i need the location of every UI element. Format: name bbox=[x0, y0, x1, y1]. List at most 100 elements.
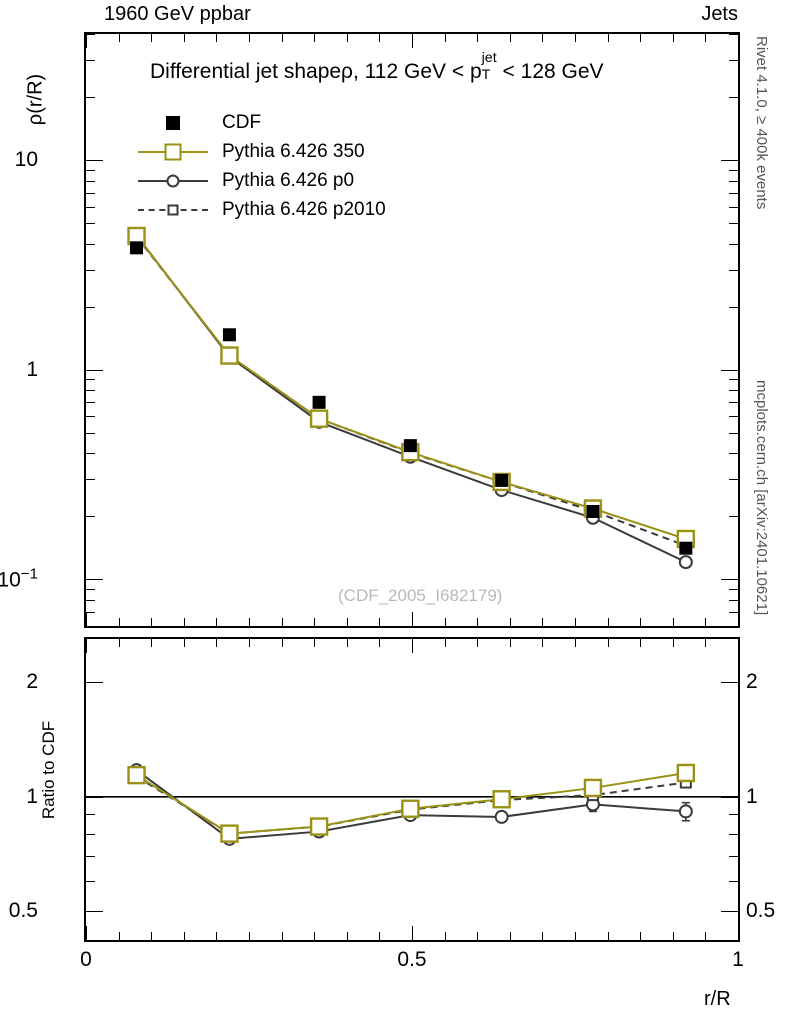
axis-tick bbox=[729, 390, 738, 392]
curve-pythia-350 bbox=[135, 235, 687, 540]
axis-tick bbox=[729, 206, 738, 208]
axis-tick bbox=[509, 932, 511, 940]
axis-tick bbox=[183, 618, 185, 626]
ratio-marker-pythia-350 bbox=[127, 765, 146, 785]
axis-tick bbox=[729, 589, 738, 591]
legend-entry[interactable]: Pythia 6.426 p2010 bbox=[136, 195, 386, 224]
axis-tick bbox=[542, 932, 544, 940]
axis-tick bbox=[86, 60, 95, 62]
marker-pythia-350 bbox=[220, 346, 239, 365]
axis-tick bbox=[721, 160, 738, 162]
legend-key bbox=[136, 110, 210, 136]
axis-tick bbox=[729, 479, 738, 481]
legend-entry[interactable]: CDF bbox=[136, 108, 386, 137]
legend-key bbox=[136, 139, 210, 165]
axis-tick bbox=[151, 34, 153, 42]
axis-tick bbox=[86, 306, 95, 308]
axis-tick bbox=[672, 932, 674, 940]
axis-tick bbox=[86, 243, 95, 245]
axis-tick bbox=[477, 34, 479, 42]
marker-cdf bbox=[679, 541, 693, 555]
marker-pythia-350 bbox=[309, 409, 329, 428]
curve-pythia-p2010 bbox=[135, 236, 687, 547]
axis-tick bbox=[86, 612, 87, 626]
axis-tick bbox=[86, 639, 87, 653]
axis-tick bbox=[314, 932, 316, 940]
mcplots-source-caption: mcplots.cern.ch [arXiv:2401.10621] bbox=[753, 380, 770, 616]
axis-tick bbox=[542, 639, 544, 647]
legend-key bbox=[136, 197, 210, 223]
axis-tick bbox=[729, 855, 738, 857]
axis-tick bbox=[86, 881, 95, 883]
marker-cdf bbox=[222, 328, 236, 342]
axis-tick bbox=[249, 639, 250, 647]
axis-tick bbox=[729, 379, 738, 381]
axis-tick bbox=[721, 911, 738, 913]
ratio-plot-frame bbox=[84, 637, 740, 942]
axis-tick bbox=[86, 369, 103, 371]
axis-tick bbox=[86, 416, 95, 418]
axis-tick bbox=[216, 34, 218, 42]
legend-marker-open-square-sm-icon bbox=[167, 204, 179, 215]
axis-tick bbox=[477, 932, 479, 940]
axis-tick bbox=[86, 432, 95, 434]
legend-marker-open-square-icon bbox=[164, 143, 182, 160]
axis-tick bbox=[444, 34, 446, 42]
x-tick-label: 0 bbox=[80, 948, 92, 971]
axis-tick bbox=[151, 639, 153, 647]
axis-tick bbox=[444, 618, 446, 626]
axis-tick bbox=[86, 453, 95, 455]
axis-tick bbox=[379, 932, 381, 940]
axis-tick bbox=[729, 814, 738, 816]
axis-tick bbox=[86, 589, 95, 591]
axis-tick bbox=[509, 618, 511, 626]
analysis-id-watermark: (CDF_2005_I682179) bbox=[338, 586, 503, 605]
legend-marker-filled-square-icon bbox=[166, 115, 180, 130]
ratio-y-tick-label-right: 0.5 bbox=[746, 899, 776, 923]
axis-tick bbox=[86, 599, 95, 601]
axis-tick bbox=[216, 932, 218, 940]
marker-cdf bbox=[312, 395, 326, 409]
axis-tick bbox=[183, 639, 185, 647]
legend-marker-open-circle-icon bbox=[166, 174, 180, 187]
axis-tick bbox=[729, 34, 738, 35]
axis-tick bbox=[729, 60, 738, 62]
axis-tick bbox=[346, 639, 348, 647]
legend-entry[interactable]: Pythia 6.426 350 bbox=[136, 137, 386, 166]
axis-tick bbox=[346, 34, 348, 42]
x-tick-label: 1 bbox=[732, 948, 744, 971]
ratio-marker-pythia-350 bbox=[492, 790, 511, 809]
axis-tick bbox=[640, 618, 642, 626]
ratio-y-tick-label: 1 bbox=[26, 784, 38, 808]
axis-tick bbox=[412, 612, 413, 626]
axis-tick bbox=[575, 932, 576, 940]
axis-tick bbox=[729, 833, 738, 835]
ratio-marker-pythia-p0 bbox=[678, 804, 693, 819]
axis-tick bbox=[249, 932, 250, 940]
axis-tick bbox=[249, 618, 250, 626]
axis-tick bbox=[575, 639, 576, 647]
axis-tick bbox=[379, 34, 381, 42]
axis-tick bbox=[346, 932, 348, 940]
ratio-plot-curves bbox=[86, 763, 738, 846]
axis-tick bbox=[721, 369, 738, 371]
ratio-marker-pythia-350 bbox=[676, 763, 696, 783]
axis-tick bbox=[118, 639, 120, 647]
axis-tick bbox=[705, 34, 707, 42]
axis-tick bbox=[314, 639, 316, 647]
plot-title: Differential jet shapeρ, 112 GeV < p jet T… bbox=[150, 49, 604, 84]
axis-tick bbox=[86, 97, 95, 99]
axis-tick bbox=[183, 34, 185, 42]
axis-tick bbox=[729, 416, 738, 418]
axis-tick bbox=[729, 223, 738, 225]
axis-tick bbox=[281, 932, 283, 940]
axis-tick bbox=[118, 618, 120, 626]
legend-entry[interactable]: Pythia 6.426 p0 bbox=[136, 166, 386, 195]
axis-tick bbox=[86, 223, 95, 225]
ratio-y-axis-title: Ratio to CDF bbox=[39, 720, 58, 820]
axis-tick bbox=[86, 911, 103, 913]
legend-label: CDF bbox=[222, 111, 262, 133]
axis-tick bbox=[86, 192, 95, 194]
axis-tick bbox=[575, 618, 576, 626]
